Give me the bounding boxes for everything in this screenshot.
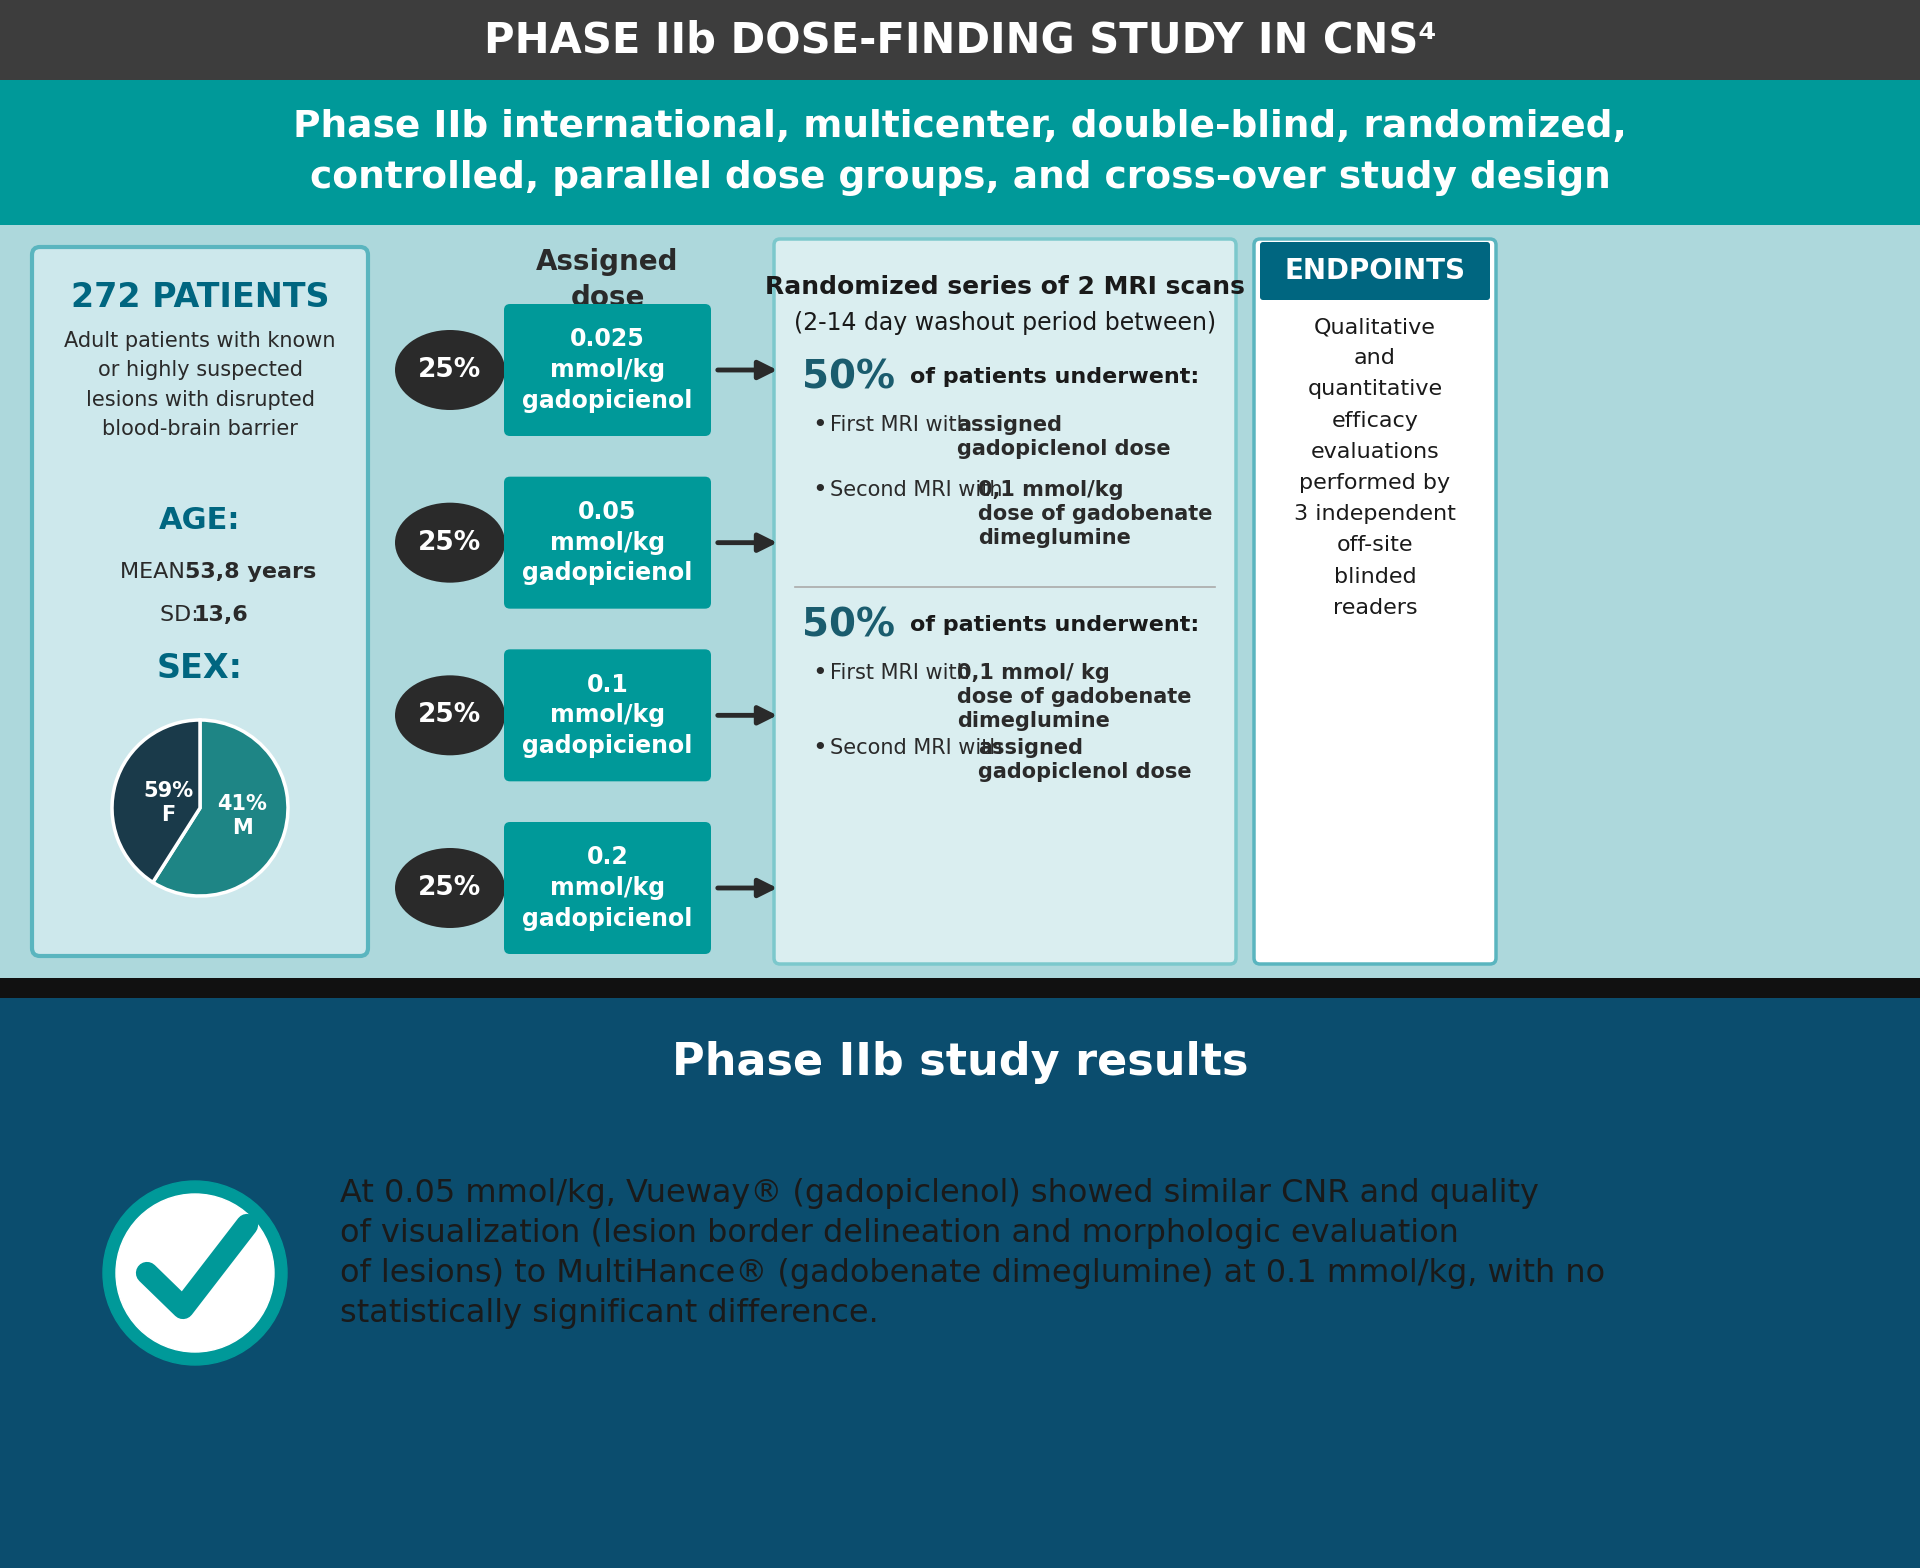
Text: 50%: 50% <box>803 605 895 644</box>
Text: assigned: assigned <box>977 739 1083 757</box>
Wedge shape <box>111 720 200 883</box>
FancyBboxPatch shape <box>503 477 710 608</box>
Text: dimeglumine: dimeglumine <box>956 710 1110 731</box>
Circle shape <box>104 1181 286 1366</box>
Text: Second MRI with: Second MRI with <box>829 480 1010 500</box>
FancyBboxPatch shape <box>503 304 710 436</box>
Text: dimeglumine: dimeglumine <box>977 528 1131 547</box>
FancyBboxPatch shape <box>1260 241 1490 299</box>
Text: Phase IIb international, multicenter, double-blind, randomized,
controlled, para: Phase IIb international, multicenter, do… <box>294 108 1626 196</box>
Text: Qualitative
and
quantitative
efficacy
evaluations
performed by
3 independent
off: Qualitative and quantitative efficacy ev… <box>1294 317 1455 618</box>
Text: 25%: 25% <box>419 358 482 383</box>
Bar <box>0 0 1920 80</box>
Text: 272 PATIENTS: 272 PATIENTS <box>71 281 328 314</box>
Text: 50%: 50% <box>803 358 895 397</box>
Text: of lesions) to MultiHance® (gadobenate dimeglumine) at 0.1 mmol/kg, with no: of lesions) to MultiHance® (gadobenate d… <box>340 1258 1605 1289</box>
Text: •: • <box>812 662 828 685</box>
Text: 59%
F: 59% F <box>142 781 194 825</box>
Text: of patients underwent:: of patients underwent: <box>910 615 1200 635</box>
Text: •: • <box>812 735 828 760</box>
Text: SEX:: SEX: <box>157 651 244 685</box>
FancyBboxPatch shape <box>1254 238 1496 964</box>
Text: Assigned
dose: Assigned dose <box>536 248 680 312</box>
Text: Randomized series of 2 MRI scans: Randomized series of 2 MRI scans <box>764 274 1244 299</box>
Text: 25%: 25% <box>419 530 482 555</box>
Text: •: • <box>812 412 828 437</box>
Bar <box>0 80 1920 224</box>
Text: 0.025
mmol/kg
gadopicienol: 0.025 mmol/kg gadopicienol <box>522 328 693 412</box>
FancyBboxPatch shape <box>503 822 710 953</box>
Wedge shape <box>154 720 288 895</box>
Text: ENDPOINTS: ENDPOINTS <box>1284 257 1465 285</box>
Text: 0.1
mmol/kg
gadopicienol: 0.1 mmol/kg gadopicienol <box>522 673 693 757</box>
Text: 41%
M: 41% M <box>217 795 267 837</box>
Bar <box>0 224 1920 978</box>
Text: First MRI with: First MRI with <box>829 416 977 434</box>
FancyBboxPatch shape <box>774 238 1236 964</box>
Text: (2-14 day washout period between): (2-14 day washout period between) <box>795 310 1215 336</box>
Text: dose of gadobenate: dose of gadobenate <box>956 687 1192 707</box>
Text: of visualization (lesion border delineation and morphologic evaluation: of visualization (lesion border delineat… <box>340 1218 1459 1250</box>
Text: 25%: 25% <box>419 875 482 902</box>
Bar <box>0 997 1920 1568</box>
Text: Phase IIb study results: Phase IIb study results <box>672 1041 1248 1085</box>
Text: PHASE IIb DOSE-FINDING STUDY IN CNS⁴: PHASE IIb DOSE-FINDING STUDY IN CNS⁴ <box>484 19 1436 61</box>
Ellipse shape <box>396 676 505 756</box>
Text: 25%: 25% <box>419 702 482 728</box>
Ellipse shape <box>396 503 505 583</box>
Text: 13,6: 13,6 <box>194 605 250 626</box>
Text: 0.2
mmol/kg
gadopicienol: 0.2 mmol/kg gadopicienol <box>522 845 693 931</box>
Text: Adult patients with known
or highly suspected
lesions with disrupted
blood-brain: Adult patients with known or highly susp… <box>63 331 336 439</box>
Circle shape <box>115 1193 275 1352</box>
Text: 0,1 mmol/kg: 0,1 mmol/kg <box>977 480 1123 500</box>
Text: MEAN:: MEAN: <box>119 561 200 582</box>
Bar <box>0 978 1920 997</box>
Text: gadopiclenol dose: gadopiclenol dose <box>977 762 1192 782</box>
Ellipse shape <box>396 848 505 928</box>
Text: assigned: assigned <box>956 416 1062 434</box>
FancyBboxPatch shape <box>33 248 369 956</box>
Text: 53,8 years: 53,8 years <box>184 561 317 582</box>
Text: statistically significant difference.: statistically significant difference. <box>340 1298 879 1330</box>
Text: 0,1 mmol/ kg: 0,1 mmol/ kg <box>956 663 1110 684</box>
Text: SD:: SD: <box>159 605 205 626</box>
Text: •: • <box>812 478 828 502</box>
Ellipse shape <box>396 329 505 409</box>
Text: 0.05
mmol/kg
gadopicienol: 0.05 mmol/kg gadopicienol <box>522 500 693 585</box>
Text: of patients underwent:: of patients underwent: <box>910 367 1200 387</box>
Text: gadopiclenol dose: gadopiclenol dose <box>956 439 1171 459</box>
Text: At 0.05 mmol/kg, Vueway® (gadopiclenol) showed similar CNR and quality: At 0.05 mmol/kg, Vueway® (gadopiclenol) … <box>340 1178 1540 1209</box>
Text: Second MRI with: Second MRI with <box>829 739 1010 757</box>
Text: First MRI with: First MRI with <box>829 663 977 684</box>
Text: AGE:: AGE: <box>159 505 240 535</box>
Text: dose of gadobenate: dose of gadobenate <box>977 503 1213 524</box>
FancyBboxPatch shape <box>503 649 710 781</box>
